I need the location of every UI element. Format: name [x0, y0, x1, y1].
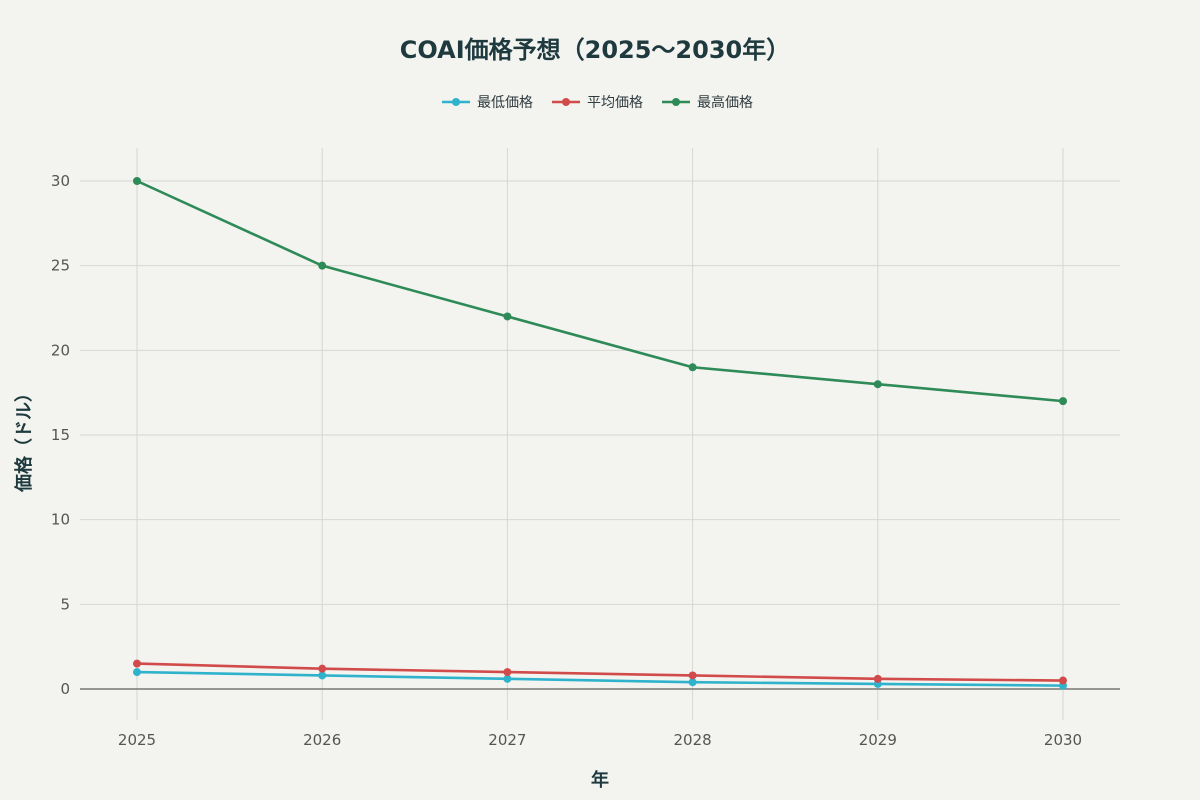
- legend-marker: [452, 98, 460, 106]
- y-tick-label: 25: [51, 257, 70, 275]
- data-point: [1059, 676, 1067, 685]
- legend-label: 最低価格: [477, 95, 533, 111]
- y-tick-label: 15: [51, 426, 70, 444]
- x-tick-label: 2027: [488, 731, 526, 749]
- legend-marker: [562, 98, 570, 106]
- data-point: [133, 668, 141, 677]
- data-point: [688, 678, 697, 687]
- series-1: [133, 659, 1067, 685]
- legend: 最低価格 平均価格 最高価格: [442, 94, 753, 111]
- grid: [80, 148, 1120, 720]
- data-point: [688, 363, 697, 372]
- data-point: [503, 674, 512, 683]
- y-tick-label: 10: [51, 511, 70, 529]
- series-2: [133, 177, 1067, 406]
- legend-label: 最高価格: [697, 94, 753, 111]
- data-point: [133, 659, 141, 668]
- data-point: [1059, 397, 1067, 406]
- y-tick-label: 5: [60, 595, 70, 613]
- y-tick-label: 0: [60, 680, 70, 698]
- data-point: [133, 177, 141, 185]
- x-tick-label: 2026: [303, 731, 341, 749]
- data-point: [503, 668, 512, 677]
- data-point: [873, 380, 882, 389]
- data-point: [873, 674, 882, 683]
- x-tick-label: 2025: [118, 731, 156, 749]
- x-tick-label: 2030: [1044, 731, 1082, 749]
- y-tick-label: 30: [51, 172, 70, 190]
- x-tick-label: 2029: [859, 731, 897, 749]
- legend-marker: [672, 98, 680, 106]
- data-point: [503, 312, 512, 321]
- x-tick-label: 2028: [674, 731, 712, 749]
- data-point: [318, 671, 327, 680]
- series-line: [136, 670, 1064, 687]
- y-tick-label: 20: [51, 341, 70, 359]
- chart-title: COAI価格予想（2025〜2030年）: [400, 36, 790, 64]
- data-point: [688, 671, 697, 680]
- series-line: [136, 662, 1064, 682]
- x-axis-title: 年: [591, 769, 609, 791]
- data-point: [318, 261, 327, 270]
- legend-label: 平均価格: [587, 95, 643, 111]
- data-point: [318, 664, 327, 673]
- series-line: [136, 179, 1064, 403]
- series-layer: [133, 177, 1067, 690]
- y-axis-title: 価格（ドル）: [13, 384, 35, 493]
